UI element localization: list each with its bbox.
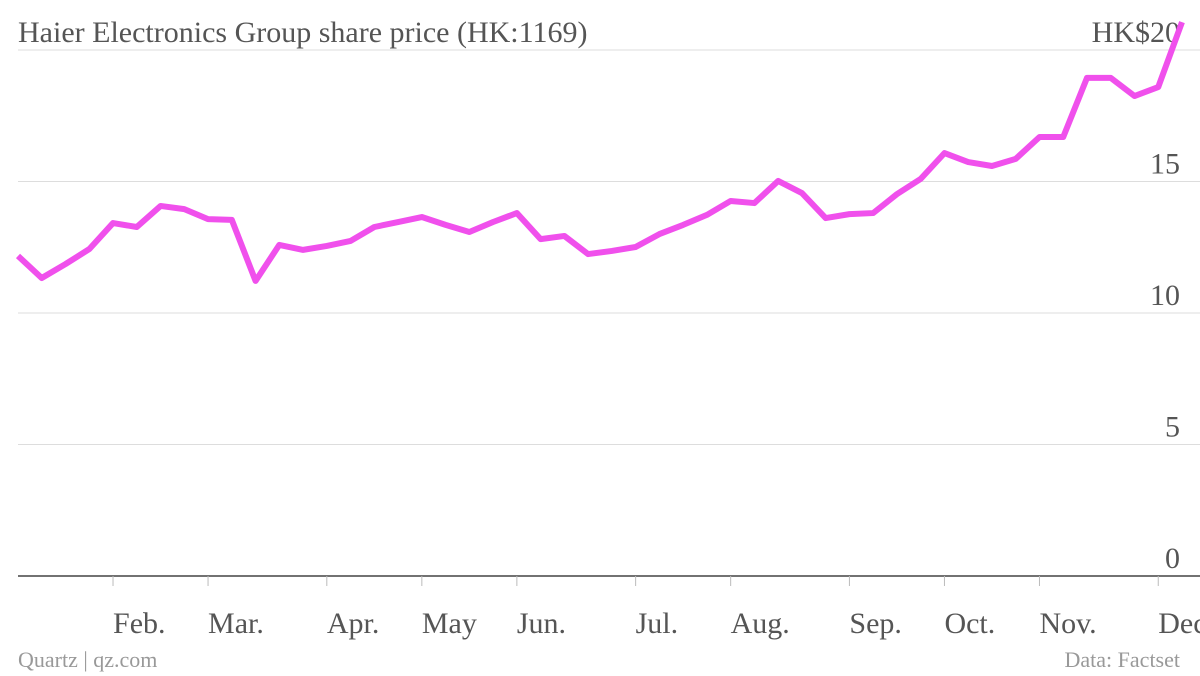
x-tick-label: Oct. [944, 607, 995, 640]
price-line [15, 21, 1185, 284]
y-tick-label: 5 [1165, 411, 1180, 444]
credit: Quartz | qz.com [18, 647, 157, 672]
x-tick-label: Sep. [849, 607, 902, 640]
y-tick-label: HK$20 [1092, 16, 1180, 49]
x-tick-label: Aug. [731, 607, 790, 640]
y-tick-label: 0 [1165, 542, 1180, 575]
x-tick-label: Nov. [1039, 607, 1096, 640]
x-tick-label: Jun. [517, 607, 566, 640]
x-tick-label: Jul. [636, 607, 679, 640]
chart-title: Haier Electronics Group share price (HK:… [18, 16, 588, 49]
y-tick-label: 10 [1150, 279, 1180, 312]
y-tick-label: 15 [1150, 148, 1180, 181]
x-tick-label: Apr. [327, 607, 380, 640]
x-tick-label: Feb. [113, 607, 166, 640]
x-tick-label: May [422, 607, 477, 640]
source: Data: Factset [1065, 647, 1180, 672]
x-tick-label: Dec. [1158, 607, 1200, 640]
x-tick-label: Mar. [208, 607, 264, 640]
